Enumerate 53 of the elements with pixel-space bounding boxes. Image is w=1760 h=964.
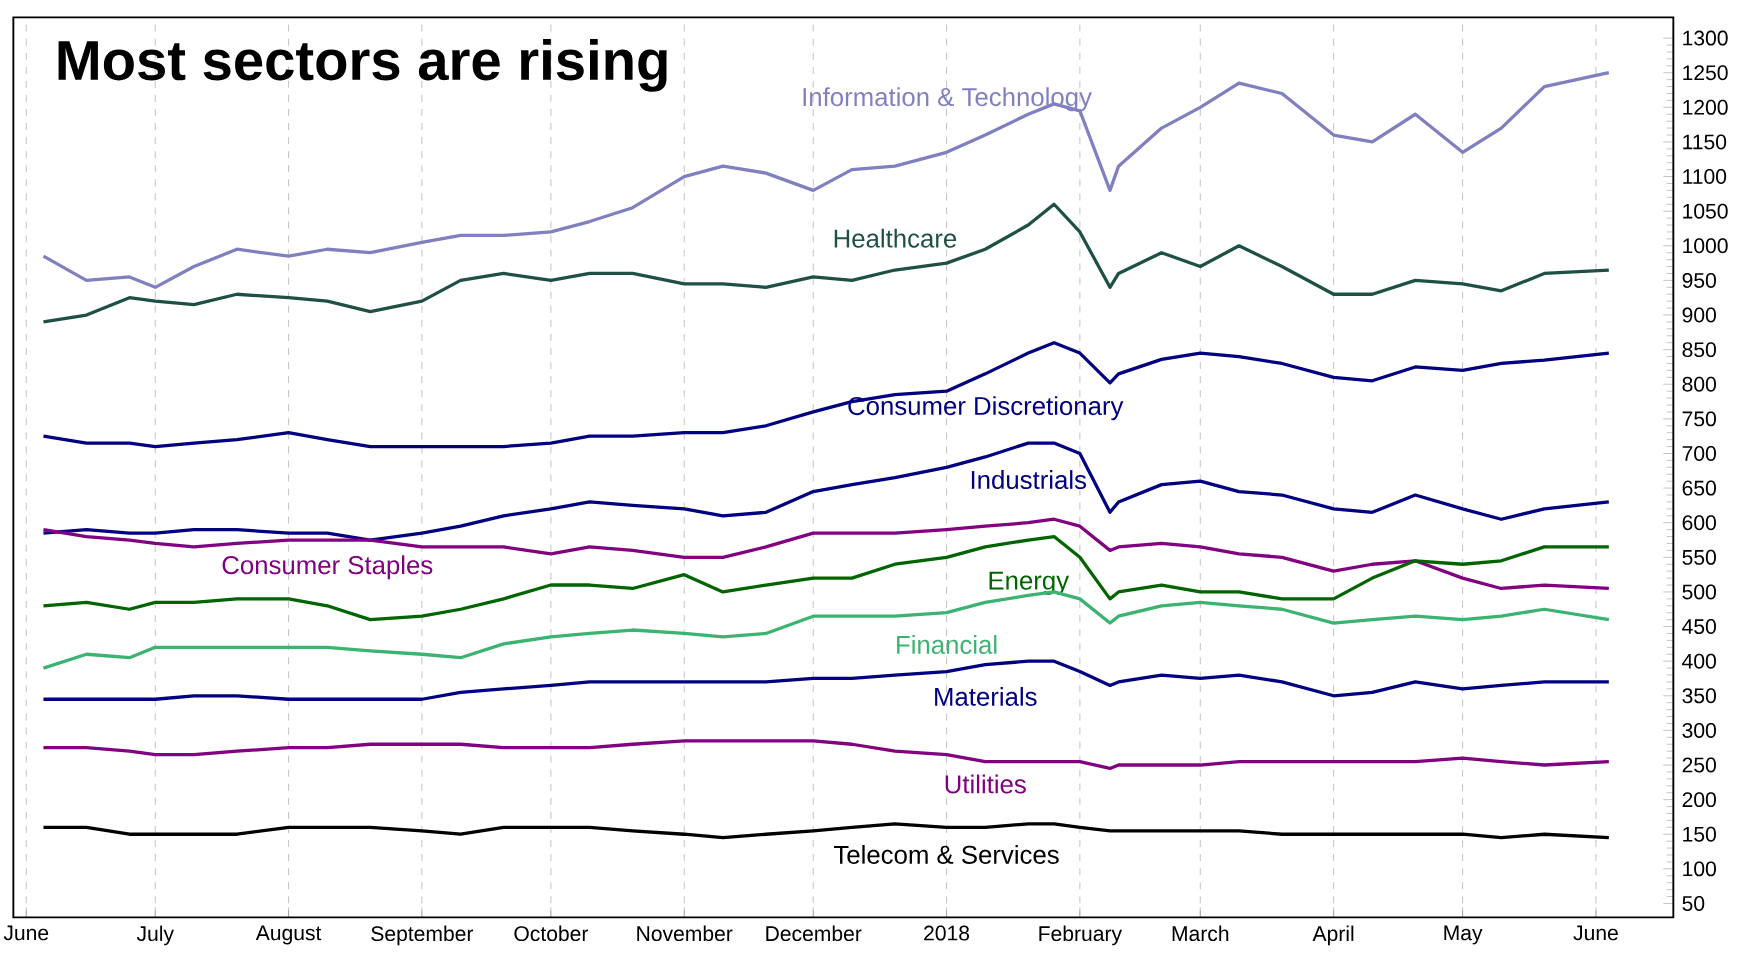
- y-tick-label: 1100: [1683, 169, 1727, 185]
- x-tick-label: July: [136, 925, 174, 946]
- y-tick-label: 150: [1683, 826, 1716, 842]
- y-tick-label: 1050: [1683, 203, 1728, 219]
- x-tick-label: May: [1444, 925, 1483, 945]
- y-tick-label: 200: [1682, 792, 1716, 808]
- y-tick-label: 1150: [1683, 134, 1727, 150]
- y-tick-label: 500: [1682, 584, 1716, 600]
- line-series: [41, 202, 1611, 324]
- y-tick-label: 250: [1682, 757, 1716, 773]
- y-tick-label: 950: [1682, 272, 1716, 288]
- y-tick-label: 50: [1682, 896, 1705, 911]
- x-tick-label: 2018: [924, 925, 970, 941]
- series-label: Telecom & Services: [833, 844, 1059, 864]
- y-tick-label: 1250: [1683, 65, 1728, 81]
- y-tick-label: 400: [1682, 653, 1716, 669]
- x-tick-label: June: [1573, 925, 1618, 941]
- y-tick-label: 750: [1682, 411, 1716, 427]
- y-tick-label: 100: [1683, 861, 1716, 877]
- series-label: Energy: [989, 571, 1070, 595]
- y-tick-label: 1300: [1683, 30, 1728, 46]
- y-tick-label: 850: [1682, 342, 1716, 358]
- line-series: [41, 534, 1611, 622]
- y-tick-label: 800: [1682, 376, 1716, 392]
- series-label: Consumer Staples: [222, 555, 433, 580]
- x-tick-label: September: [371, 925, 474, 946]
- series-label: Materials: [935, 686, 1037, 706]
- y-tick-label: 650: [1682, 480, 1716, 496]
- x-tick-label: April: [1312, 925, 1354, 946]
- y-tick-label: 700: [1682, 446, 1716, 461]
- x-tick-label: November: [637, 925, 733, 942]
- y-tick-label: 600: [1682, 515, 1716, 531]
- series-label: Financial: [897, 635, 997, 654]
- x-tick-label: December: [766, 925, 862, 942]
- series-label: Industrials: [971, 470, 1087, 490]
- chart-title: Most sectors are rising: [58, 39, 667, 92]
- series-label: Healthcare: [834, 228, 957, 248]
- y-tick-label: 450: [1682, 619, 1716, 635]
- x-tick-label: October: [514, 925, 589, 942]
- x-tick-label: June: [3, 925, 49, 941]
- y-tick-label: 550: [1682, 549, 1716, 565]
- series-label: Consumer Discretionary: [848, 396, 1124, 421]
- series-label: Information & Technology: [803, 87, 1092, 112]
- x-tick-label: March: [1172, 925, 1229, 942]
- x-tick-label: February: [1039, 925, 1123, 946]
- x-tick-label: August: [255, 925, 322, 945]
- line-series: [41, 441, 1611, 542]
- series-label: Utilities: [945, 774, 1026, 794]
- y-tick-label: 350: [1682, 688, 1716, 704]
- y-tick-label: 300: [1682, 722, 1716, 738]
- y-tick-label: 1000: [1683, 238, 1728, 254]
- y-tick-label: 1200: [1683, 99, 1728, 115]
- y-tick-label: 900: [1682, 307, 1716, 323]
